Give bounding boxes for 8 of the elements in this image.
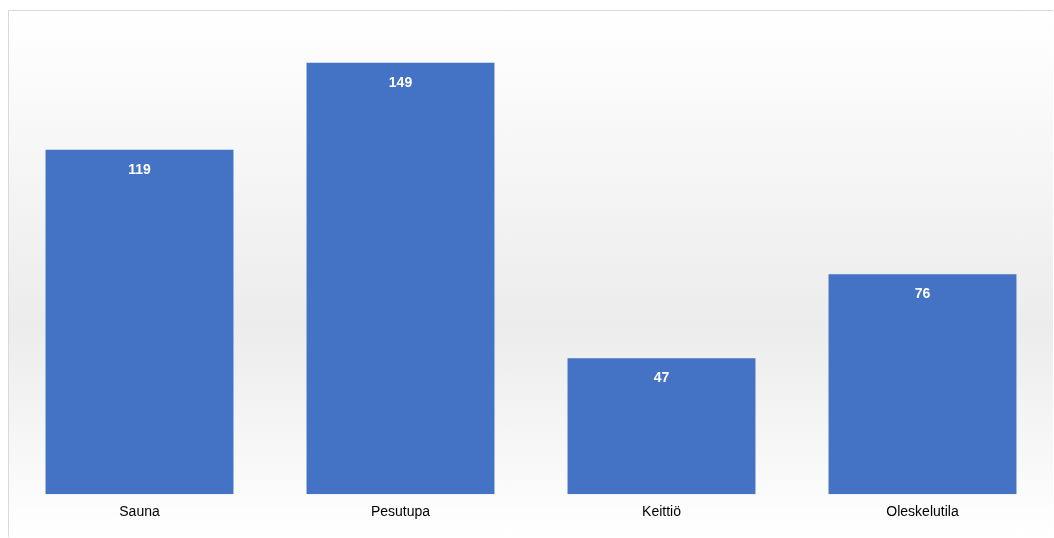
x-tick-label: Sauna (119, 503, 160, 520)
data-label: 47 (653, 368, 670, 385)
x-tick-label: Keittiö (642, 503, 682, 520)
x-tick-label: Oleskelutila (886, 503, 959, 520)
x-tick-label: Pesutupa (370, 503, 431, 520)
data-label: 149 (388, 73, 413, 90)
data-label: 76 (914, 285, 931, 302)
data-label: 119 (128, 160, 151, 177)
